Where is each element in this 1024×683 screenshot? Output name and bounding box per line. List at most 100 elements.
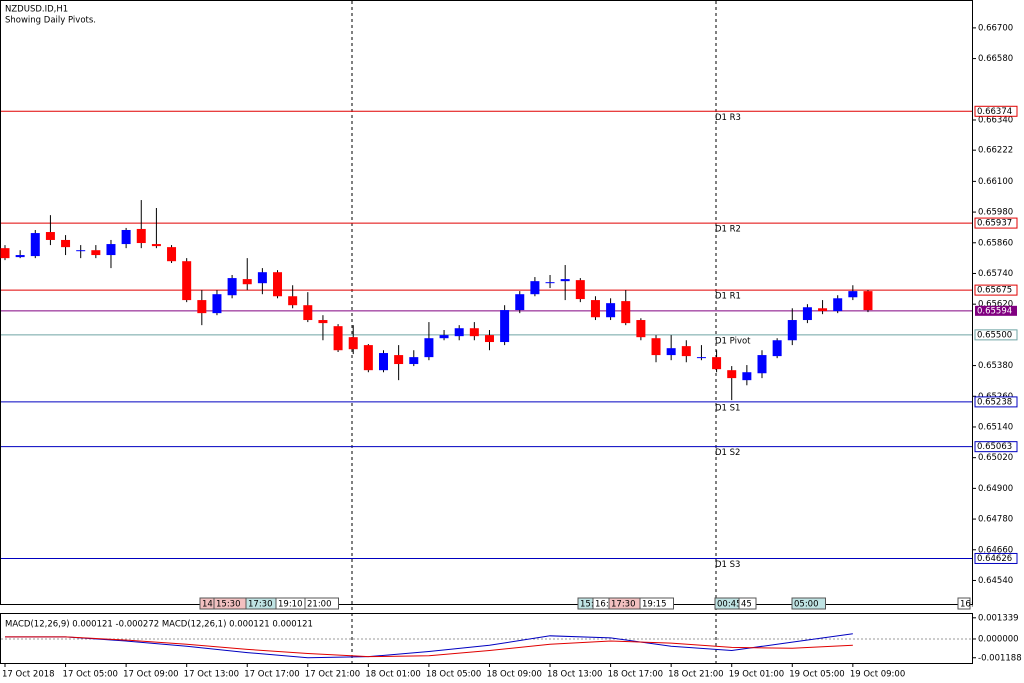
pivot-name: D1 Pivot [715,336,751,346]
x-tick-label: 19 Oct 09:00 [850,670,905,680]
event-label: 14: [202,600,216,610]
candle-body [500,310,510,343]
y-tick-label: 0.64780 [978,515,1013,525]
candle-body [530,281,540,295]
event-label: 15: [580,600,594,610]
candle-body [257,272,267,284]
y-tick-label: 0.64900 [978,484,1013,494]
y-tick-label: 0.65620 [978,300,1013,310]
x-tick-label: 17 Oct 2018 [2,670,55,680]
event-tag [304,597,339,610]
candle-body [0,248,10,259]
candle-body [454,328,464,337]
event-label: 17:30 [611,600,636,610]
x-tick-label: 17 Oct 09:00 [123,670,178,680]
candle-body [379,353,388,371]
candle-body [469,328,479,337]
event-tag [738,597,757,610]
current-price-tag [975,305,1017,316]
candle-body [863,291,873,311]
x-tick-label: 18 Oct 13:00 [547,670,602,680]
candle-body [802,307,812,321]
price-tag-label: 0.64626 [977,554,1012,564]
event-label: 19:10 [278,600,303,610]
candle-body [696,357,706,359]
macd-y-tick-label: 0.001339 [978,613,1019,623]
chart-subtitle: Showing Daily Pivots. [5,16,96,26]
event-label: 00:45 [717,600,742,610]
candle-body [227,278,237,296]
y-tick-label: 0.66580 [978,54,1013,64]
macd-y-tick-label: 0.000000 [978,634,1019,644]
current-price-label: 0.65594 [977,306,1012,316]
candle-body [121,229,131,245]
candle-body [30,233,40,257]
x-tick-label: 18 Oct 09:00 [486,670,541,680]
x-tick-label: 18 Oct 17:00 [608,670,663,680]
candle-body [45,232,55,240]
event-label: 15:30 [216,600,241,610]
candle-body [167,247,177,262]
candle-body [273,272,283,297]
candle-body [833,298,843,312]
pivot-name: D1 S3 [715,560,740,570]
price-tag-label: 0.65238 [977,397,1012,407]
candle-body [363,345,373,371]
event-label: 16: [595,600,609,610]
candle-body [409,357,419,365]
candle-body [348,337,358,350]
candle-body [91,250,101,256]
y-tick-label: 0.65980 [978,208,1013,218]
x-tick-label: 18 Oct 21:00 [668,670,723,680]
macd-y-tick-label: -0.001188 [978,653,1022,663]
chart-title: NZDUSD.ID,H1 [5,5,68,15]
candle-body [787,320,797,341]
y-tick-label: 0.65380 [978,361,1013,371]
candle-body [318,320,328,324]
candle-body [76,250,86,252]
event-label: 21:00 [307,600,332,610]
candle-body [651,338,661,356]
candle-body [590,300,600,318]
x-tick-label: 17 Oct 17:00 [244,670,299,680]
candle-body [136,228,146,244]
price-tag-label: 0.65937 [977,219,1012,229]
candle-body [712,357,722,370]
x-tick-label: 19 Oct 01:00 [729,670,784,680]
candle-body [742,372,752,381]
x-tick-label: 19 Oct 05:00 [789,670,844,680]
y-tick-label: 0.65740 [978,269,1013,279]
event-tag [639,597,674,610]
price-tag-label: 0.65675 [977,286,1012,296]
y-tick-label: 0.64540 [978,576,1013,586]
price-tag [974,441,1018,453]
candle-body [439,335,449,339]
candle-body [772,340,782,357]
candle-body [848,291,858,298]
pivot-name: D1 S2 [715,448,740,458]
y-tick-label: 0.66340 [978,115,1013,125]
macd-line [5,633,853,659]
price-tag-label: 0.66374 [977,107,1012,117]
event-label: 45 [741,600,752,610]
candle-body [61,239,71,248]
candle-body [515,294,525,311]
candle-body [545,282,555,284]
candle-body [394,355,404,365]
candle-body [727,370,737,379]
candle-body [151,244,161,247]
event-tag [791,597,826,610]
candle-body [288,296,298,306]
event-tag [957,597,971,610]
y-tick-label: 0.66700 [978,23,1013,33]
price-tag [974,284,1018,296]
candle-body [15,255,25,258]
candle-body [621,301,631,324]
price-tag-label: 0.65500 [977,330,1012,340]
candle-body [575,280,585,300]
candle-body [636,320,646,338]
price-tag [974,105,1018,117]
x-tick-label: 17 Oct 13:00 [184,670,239,680]
candle-body [242,279,252,285]
